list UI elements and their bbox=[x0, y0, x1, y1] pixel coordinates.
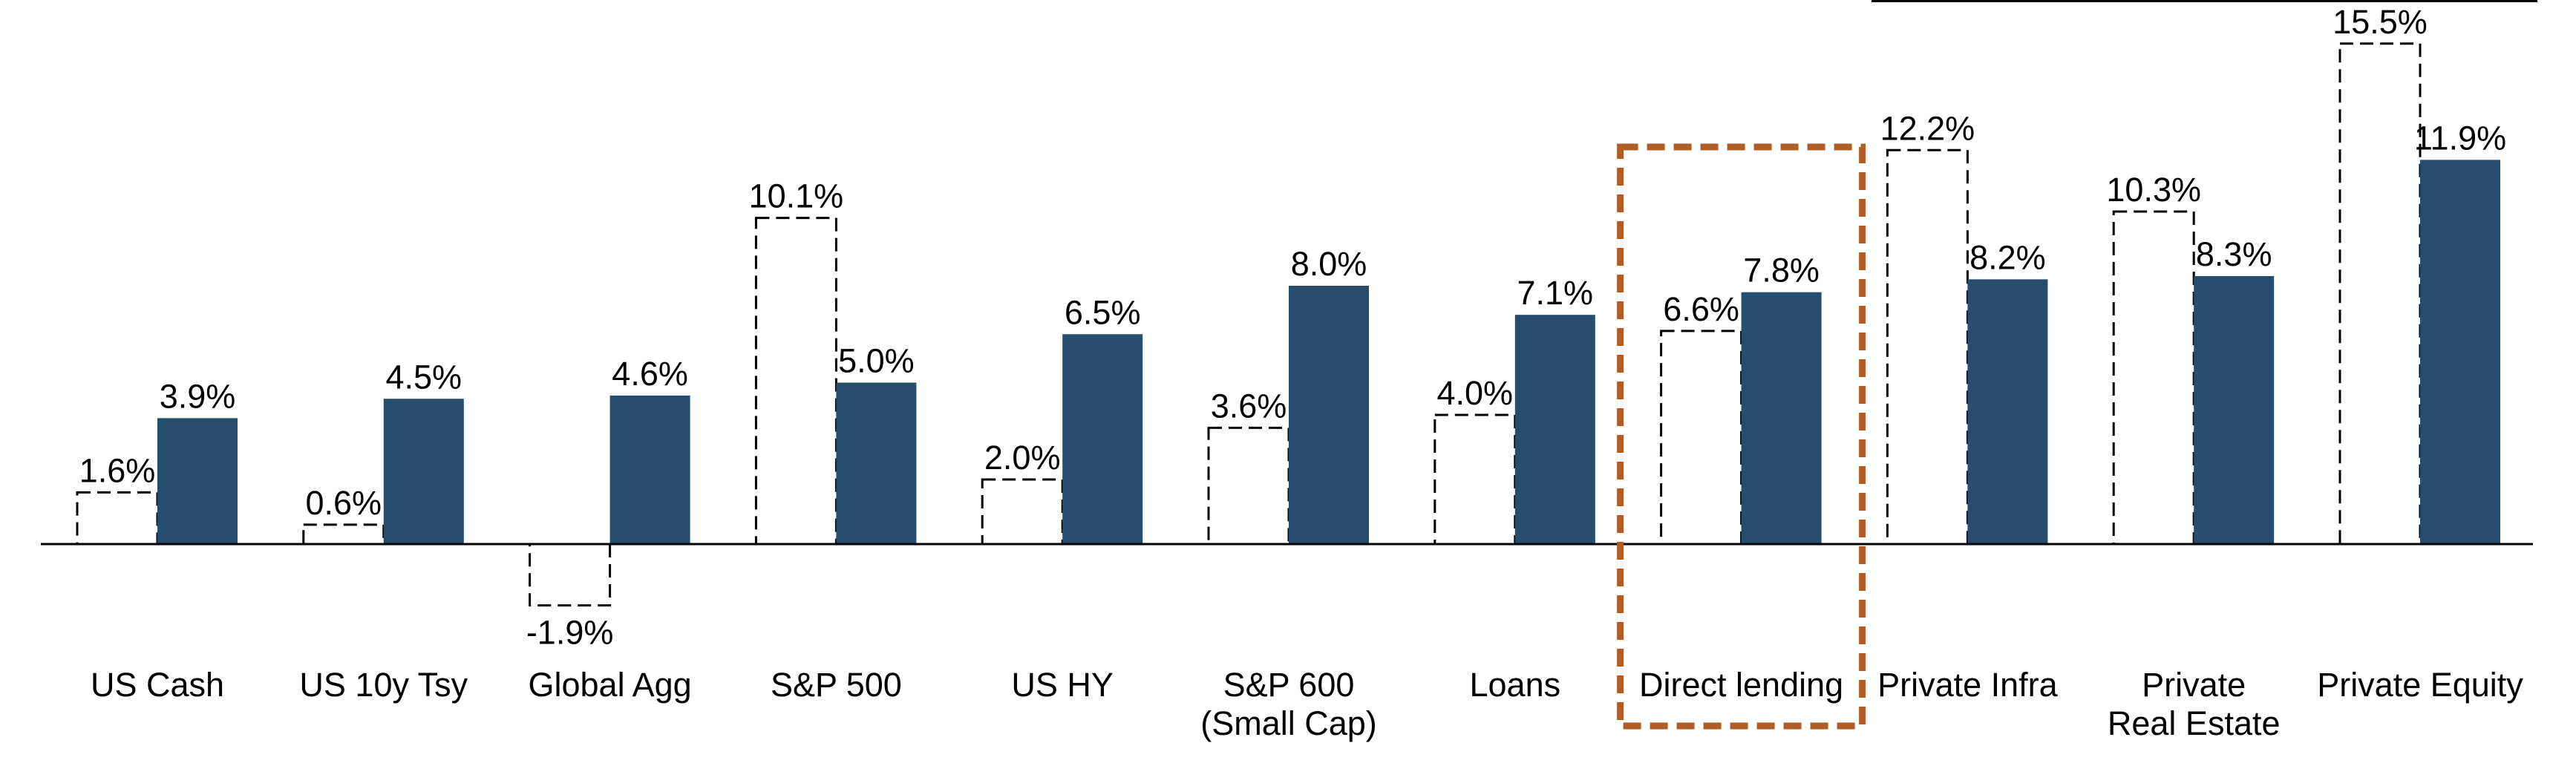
value-label: 7.8% bbox=[1743, 252, 1820, 289]
category-label: Global Agg bbox=[529, 666, 692, 704]
category-label: US HY bbox=[1011, 666, 1114, 704]
value-label: 4.0% bbox=[1437, 374, 1514, 412]
value-label: -1.9% bbox=[526, 614, 614, 652]
bar-outline bbox=[1886, 148, 1969, 546]
category-label: Direct lending bbox=[1639, 666, 1843, 704]
category-label: (Small Cap) bbox=[1200, 704, 1377, 742]
value-label: 3.6% bbox=[1211, 387, 1287, 425]
bar-outline bbox=[529, 543, 612, 607]
category-label: Private Equity bbox=[2317, 666, 2523, 704]
bar-solid bbox=[1514, 315, 1595, 544]
category-label: S&P 600 bbox=[1223, 666, 1355, 704]
bar-solid bbox=[157, 418, 238, 544]
category-label: Loans bbox=[1469, 666, 1560, 704]
category-label: US 10y Tsy bbox=[299, 666, 468, 704]
bar-outline bbox=[302, 523, 385, 546]
value-label: 1.6% bbox=[79, 451, 156, 489]
value-label: 3.9% bbox=[160, 377, 236, 415]
category-label: Real Estate bbox=[2108, 704, 2281, 742]
bar-solid bbox=[609, 395, 690, 544]
value-label: 10.3% bbox=[2106, 171, 2201, 209]
bar-outline bbox=[754, 217, 837, 546]
bar-outline bbox=[981, 478, 1064, 546]
value-label: 10.1% bbox=[749, 177, 844, 215]
bar-outline bbox=[76, 491, 159, 546]
highlight-box bbox=[1617, 143, 1866, 730]
category-label: Private Infra bbox=[1877, 666, 2059, 704]
category-label: S&P 500 bbox=[771, 666, 902, 704]
bar-solid bbox=[1967, 279, 2048, 544]
bar-outline bbox=[1207, 426, 1290, 546]
bars-group bbox=[76, 42, 2500, 607]
bar-solid bbox=[2420, 160, 2500, 545]
value-label: 4.6% bbox=[612, 355, 688, 393]
bar-outline bbox=[1434, 413, 1517, 546]
bar-outline bbox=[2338, 42, 2422, 546]
bar-solid bbox=[1289, 286, 1369, 544]
value-label: 8.0% bbox=[1291, 245, 1367, 283]
bar-solid bbox=[836, 382, 917, 544]
value-label: 4.5% bbox=[386, 358, 462, 396]
value-labels-group: 1.6%3.9% 0.6% 4.5% -1.9% 4.6% 10.1% 5.0% 2.0% 6.… bbox=[79, 3, 2506, 652]
value-label: 12.2% bbox=[1880, 109, 1975, 147]
value-label: 5.0% bbox=[838, 342, 915, 380]
value-label: 15.5% bbox=[2333, 3, 2428, 41]
value-label: 2.0% bbox=[984, 439, 1061, 477]
category-label: US Cash bbox=[91, 666, 224, 704]
bar-solid bbox=[383, 399, 464, 544]
bar-solid bbox=[1062, 334, 1143, 544]
bar-solid bbox=[2194, 275, 2275, 544]
value-label: 0.6% bbox=[306, 484, 382, 522]
bar-outline bbox=[2112, 210, 2195, 546]
value-label: 11.9% bbox=[2414, 119, 2506, 157]
category-labels-group: US Cash US 10y Tsy Global Agg S&P 500 US HY S… bbox=[91, 666, 2523, 742]
value-label: 7.1% bbox=[1517, 274, 1594, 312]
value-label: 8.3% bbox=[2196, 235, 2272, 273]
bar-solid bbox=[1741, 292, 1822, 544]
category-label: Private bbox=[2142, 666, 2246, 704]
value-label: 8.2% bbox=[1969, 238, 2046, 276]
bar-outline bbox=[1660, 330, 1743, 546]
value-label: 6.5% bbox=[1065, 293, 1141, 331]
value-label: 6.6% bbox=[1663, 290, 1739, 328]
